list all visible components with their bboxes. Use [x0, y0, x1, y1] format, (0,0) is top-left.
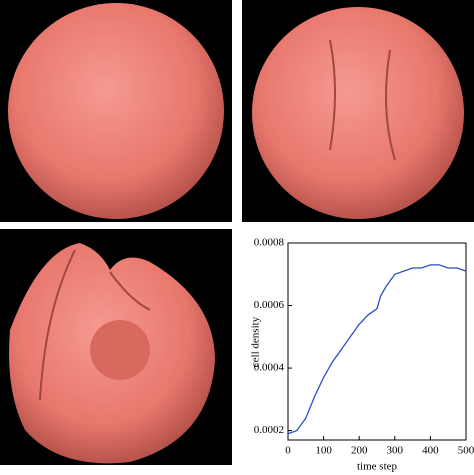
- y-tick-label: 0.0008: [254, 237, 285, 249]
- x-tick-label: 300: [387, 445, 404, 457]
- y-tick-label: 0.0004: [254, 362, 285, 374]
- x-tick-label: 500: [458, 445, 474, 457]
- x-tick-label: 200: [351, 445, 368, 457]
- y-axis-label: cell density: [250, 316, 262, 367]
- surface-patch: [90, 320, 150, 380]
- plot-frame: [287, 242, 467, 441]
- sphere: [252, 7, 464, 219]
- sphere: [8, 3, 224, 219]
- x-tick-label: 100: [315, 445, 332, 457]
- data-line: [287, 264, 467, 435]
- y-tick-label: 0.0006: [254, 299, 285, 311]
- y-tick-label: 0.0002: [254, 424, 284, 436]
- surface-fold: [39, 249, 151, 401]
- x-tick-label: 0: [285, 445, 291, 457]
- surface-fold: [329, 39, 396, 161]
- x-tick-label: 400: [422, 445, 439, 457]
- x-axis-label: time step: [357, 461, 398, 473]
